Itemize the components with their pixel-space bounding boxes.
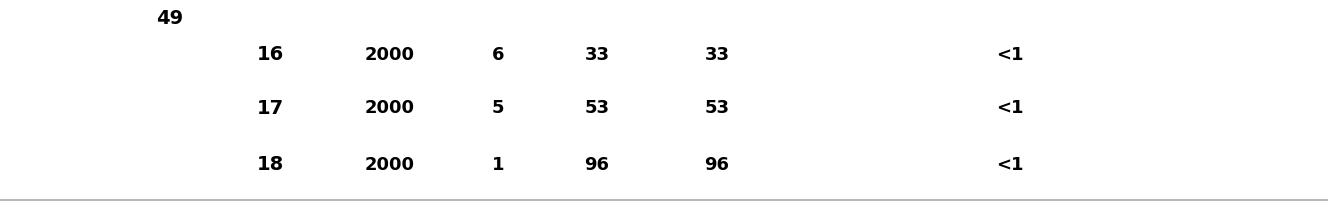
Text: 17: 17 [256,98,284,118]
Text: <1: <1 [996,156,1024,174]
Text: 53: 53 [704,99,729,117]
Text: 49: 49 [157,9,183,27]
Text: 96: 96 [704,156,729,174]
Text: 33: 33 [584,46,610,64]
Text: 18: 18 [256,155,284,174]
Text: 2000: 2000 [365,156,414,174]
Text: 96: 96 [584,156,610,174]
Text: <1: <1 [996,99,1024,117]
Text: 33: 33 [704,46,729,64]
Text: <1: <1 [996,46,1024,64]
Text: 6: 6 [491,46,505,64]
Text: 2000: 2000 [365,99,414,117]
Text: 53: 53 [584,99,610,117]
Text: 2000: 2000 [365,46,414,64]
Text: 16: 16 [256,46,284,65]
Text: 1: 1 [491,156,505,174]
Text: 5: 5 [491,99,505,117]
